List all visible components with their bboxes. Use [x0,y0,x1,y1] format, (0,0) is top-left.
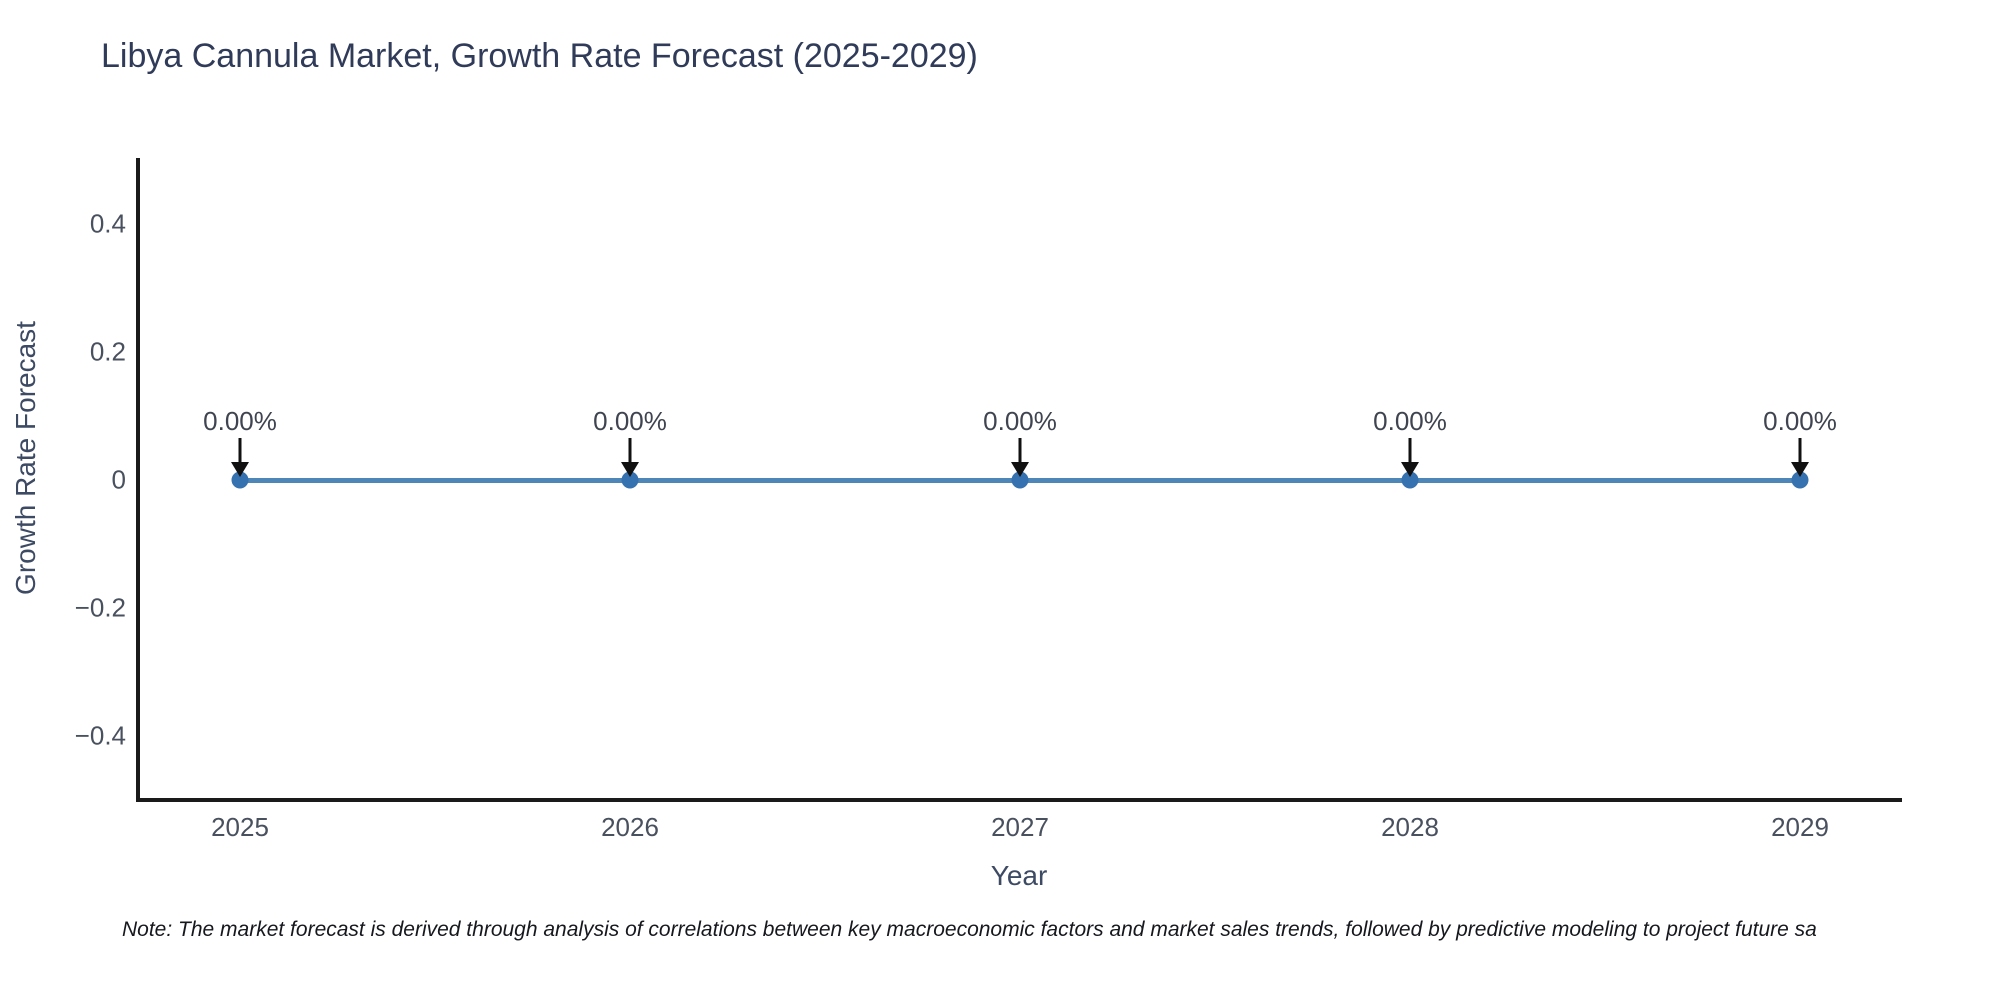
annotation-arrow-head-icon [1011,462,1029,477]
point-value-label: 0.00% [1373,406,1447,436]
annotation-arrow-head-icon [1401,462,1419,477]
annotation-arrow-head-icon [621,462,639,477]
x-tick-label: 2026 [601,812,659,842]
annotation-arrow-stem [1018,438,1022,464]
point-value-label: 0.00% [1763,406,1837,436]
x-axis-spine [136,798,1902,802]
y-tick-label: −0.4 [74,720,126,751]
y-tick-label: 0 [111,464,126,495]
point-value-label: 0.00% [593,406,667,436]
annotation-arrow-stem [238,438,242,464]
point-value-label: 0.00% [983,406,1057,436]
annotation-arrow-head-icon [231,462,249,477]
x-tick-label: 2025 [211,812,269,842]
footnote: Note: The market forecast is derived thr… [122,918,1817,941]
x-tick-label: 2027 [991,812,1049,842]
annotation-arrow-stem [628,438,632,464]
x-axis-title: Year [990,860,1048,891]
chart-title: Libya Cannula Market, Growth Rate Foreca… [101,37,978,75]
x-tick-label: 2029 [1771,812,1829,842]
y-axis-spine [136,158,140,802]
y-tick-label: 0.4 [89,208,126,239]
point-value-label: 0.00% [203,406,277,436]
annotation-arrow-stem [1798,438,1802,464]
annotation-arrow-head-icon [1791,462,1809,477]
x-tick-label: 2028 [1381,812,1439,842]
y-tick-label: 0.2 [89,336,126,367]
annotation-arrow-stem [1408,438,1412,464]
y-tick-label: −0.2 [74,592,126,623]
